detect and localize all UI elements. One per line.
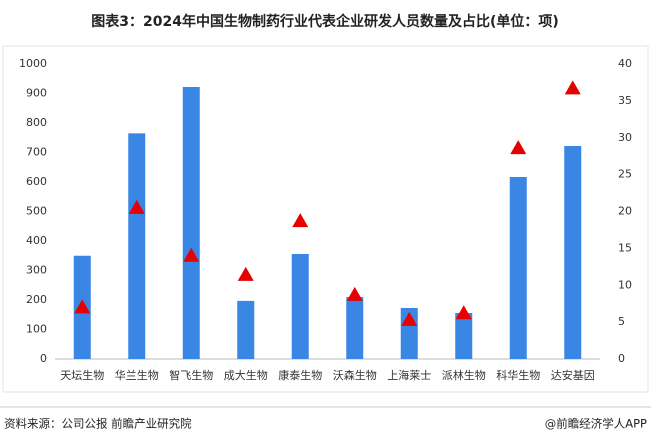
chart-title: 图表3：2024年中国生物制药行业代表企业研发人员数量及占比(单位：项) [91, 13, 559, 30]
y2-tick-label: 25 [618, 168, 632, 181]
y-tick-label: 100 [26, 323, 47, 336]
bar [564, 146, 582, 359]
y2-tick-label: 0 [618, 352, 625, 365]
x-tick-label: 天坛生物 [60, 368, 104, 382]
y-tick-label: 0 [40, 352, 47, 365]
share-marker [401, 311, 418, 326]
y-tick-label: 300 [26, 264, 47, 277]
bar [291, 253, 309, 359]
bar [182, 87, 200, 359]
share-marker [128, 199, 145, 214]
x-tick-label: 康泰生物 [278, 368, 322, 382]
share-marker [183, 247, 200, 262]
share-marker [564, 80, 581, 95]
bar [346, 297, 364, 359]
share-marker [455, 305, 472, 320]
share-marker [346, 286, 363, 301]
y-tick-label: 400 [26, 234, 47, 247]
source-note: 资料来源：公司公报 前瞻产业研究院 [4, 417, 192, 431]
y-tick-label: 800 [26, 116, 47, 129]
share-marker [74, 299, 91, 314]
y-tick-label: 700 [26, 146, 47, 159]
y-tick-label: 200 [26, 293, 47, 306]
y-tick-label: 1000 [19, 57, 47, 70]
y-tick-label: 900 [26, 87, 47, 100]
y2-tick-label: 35 [618, 94, 632, 107]
y2-tick-label: 20 [618, 205, 632, 218]
x-tick-label: 成大生物 [224, 368, 268, 382]
chart-frame [2, 45, 649, 393]
y2-tick-label: 30 [618, 131, 632, 144]
y-tick-label: 600 [26, 175, 47, 188]
x-tick-label: 上海莱士 [387, 368, 431, 382]
bar [128, 133, 146, 359]
x-tick-label: 达安基因 [551, 368, 595, 382]
bar [237, 300, 255, 359]
y2-tick-label: 40 [618, 57, 632, 70]
y-tick-label: 500 [26, 205, 47, 218]
y2-tick-label: 15 [618, 241, 632, 254]
x-tick-label: 智飞生物 [169, 368, 213, 382]
bar [455, 312, 473, 359]
share-marker [510, 140, 527, 155]
y2-tick-label: 10 [618, 278, 632, 291]
x-tick-label: 派林生物 [442, 368, 486, 382]
y2-tick-label: 5 [618, 315, 625, 328]
x-tick-label: 科华生物 [496, 368, 540, 382]
credit: @前瞻经济学人APP [545, 417, 647, 431]
x-tick-label: 华兰生物 [115, 368, 159, 382]
share-marker [292, 213, 309, 228]
x-tick-label: 沃森生物 [333, 368, 377, 382]
share-marker [237, 266, 254, 281]
bar [509, 176, 527, 359]
